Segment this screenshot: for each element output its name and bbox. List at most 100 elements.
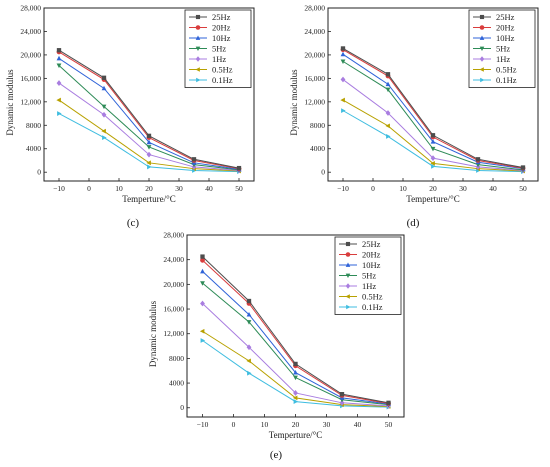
x-tick-label: 10 <box>115 184 123 193</box>
data-point-1Hz <box>385 110 391 116</box>
legend-label-0.5Hz: 0.5Hz <box>212 65 233 75</box>
legend-label-0.1Hz: 0.1Hz <box>496 75 517 85</box>
y-tick-label: 12,000 <box>163 329 184 338</box>
data-point-1Hz <box>56 80 62 86</box>
legend-marker-0.1Hz <box>346 304 351 310</box>
data-point-25Hz <box>340 46 346 51</box>
data-point-5Hz <box>101 104 107 110</box>
y-tick-label: 28,000 <box>163 231 184 240</box>
x-axis-title: Temperture/°C <box>122 194 175 204</box>
data-point-0.1Hz <box>147 164 152 170</box>
data-point-0.1Hz <box>57 111 62 116</box>
y-tick-label: 24,000 <box>20 27 41 36</box>
legend-label-10Hz: 10Hz <box>362 260 381 270</box>
y-tick-label: 24,000 <box>163 255 184 264</box>
data-point-0.1Hz <box>341 108 346 114</box>
y-tick-label: 4000 <box>310 144 325 153</box>
data-point-10Hz <box>430 139 436 144</box>
y-tick-label: 0 <box>321 168 325 177</box>
panel-caption: (c) <box>127 217 140 229</box>
legend-label-1Hz: 1Hz <box>496 54 510 64</box>
data-point-0.1Hz <box>293 399 299 404</box>
data-point-0.1Hz <box>200 338 206 343</box>
data-point-0.5Hz <box>292 395 298 401</box>
legend-marker-0.1Hz <box>480 77 485 83</box>
legend-marker-5Hz <box>479 46 485 52</box>
data-point-10Hz <box>146 139 152 145</box>
y-tick-label: 20,000 <box>20 50 41 59</box>
y-tick-label: 0 <box>180 403 184 412</box>
legend-label-25Hz: 25Hz <box>496 12 515 22</box>
legend-label-20Hz: 20Hz <box>362 250 381 260</box>
x-tick-label: 20 <box>292 420 300 429</box>
data-point-25Hz <box>339 392 345 397</box>
legend-label-0.5Hz: 0.5Hz <box>496 65 517 75</box>
data-point-0.1Hz <box>431 163 436 169</box>
data-point-0.5Hz <box>56 97 61 103</box>
data-point-0.5Hz <box>340 97 345 103</box>
y-tick-label: 16,000 <box>304 74 325 83</box>
y-axis-title: Dynamic modulus <box>289 69 299 136</box>
x-tick-label: 40 <box>489 184 497 193</box>
data-point-1Hz <box>246 344 252 351</box>
legend-marker-10Hz <box>195 35 201 40</box>
data-point-0.1Hz <box>102 135 107 141</box>
legend-marker-0.5Hz <box>479 67 484 72</box>
data-point-1Hz <box>339 399 345 406</box>
data-point-1Hz <box>101 111 107 118</box>
legend-label-5Hz: 5Hz <box>496 44 510 54</box>
legend-label-5Hz: 5Hz <box>212 44 226 54</box>
legend-marker-0.5Hz <box>345 294 350 299</box>
x-tick-label: 50 <box>385 420 393 429</box>
data-point-1Hz <box>146 151 152 158</box>
x-tick-label: 10 <box>261 420 269 429</box>
y-tick-label: 24,000 <box>304 27 325 36</box>
legend-marker-10Hz <box>479 35 485 40</box>
legend-marker-5Hz <box>345 273 351 279</box>
y-tick-label: 4000 <box>169 379 184 388</box>
y-tick-label: 8000 <box>310 121 325 130</box>
data-point-0.5Hz <box>385 123 390 129</box>
data-point-25Hz <box>101 75 107 80</box>
y-tick-label: 12,000 <box>20 97 41 106</box>
legend-marker-25Hz <box>345 241 351 247</box>
legend-marker-25Hz <box>479 14 485 20</box>
data-point-5Hz <box>200 281 205 286</box>
x-axis-title: Temperture/°C <box>269 430 322 440</box>
legend-label-0.1Hz: 0.1Hz <box>362 302 383 312</box>
data-point-25Hz <box>430 133 436 138</box>
data-point-5Hz <box>293 375 298 381</box>
y-tick-label: 0 <box>37 168 41 177</box>
x-tick-label: 30 <box>175 184 183 193</box>
chart-panel-c: 0 4000 8000 12,000 16,000 20,000 24,000 28,000 −… <box>5 4 255 229</box>
y-tick-label: 4000 <box>26 144 41 153</box>
data-point-25Hz <box>386 400 391 405</box>
legend-label-5Hz: 5Hz <box>362 271 376 281</box>
legend-marker-20Hz <box>345 252 351 257</box>
y-tick-label: 8000 <box>26 121 41 130</box>
x-tick-label: 50 <box>519 184 527 193</box>
data-point-5Hz <box>340 59 346 65</box>
data-point-10Hz <box>101 85 107 91</box>
data-point-0.5Hz <box>199 328 205 334</box>
legend-label-20Hz: 20Hz <box>496 23 515 33</box>
x-tick-label: −10 <box>53 184 65 193</box>
legend-marker-10Hz <box>345 262 351 267</box>
x-tick-label: 40 <box>205 184 213 193</box>
data-point-1Hz <box>340 76 346 83</box>
data-point-0.5Hz <box>246 358 251 364</box>
x-tick-label: 0 <box>232 420 236 429</box>
legend-marker-1Hz <box>479 56 485 62</box>
panel-caption: (d) <box>407 217 420 229</box>
data-point-10Hz <box>246 311 252 317</box>
legend-label-1Hz: 1Hz <box>362 281 376 291</box>
x-tick-label: 30 <box>323 420 331 429</box>
legend-label-0.1Hz: 0.1Hz <box>212 75 233 85</box>
x-tick-label: 20 <box>145 184 153 193</box>
data-point-10Hz <box>56 55 62 61</box>
data-point-25Hz <box>56 48 62 53</box>
data-point-5Hz <box>246 320 252 325</box>
legend-marker-1Hz <box>195 56 201 62</box>
data-point-0.5Hz <box>146 160 151 166</box>
